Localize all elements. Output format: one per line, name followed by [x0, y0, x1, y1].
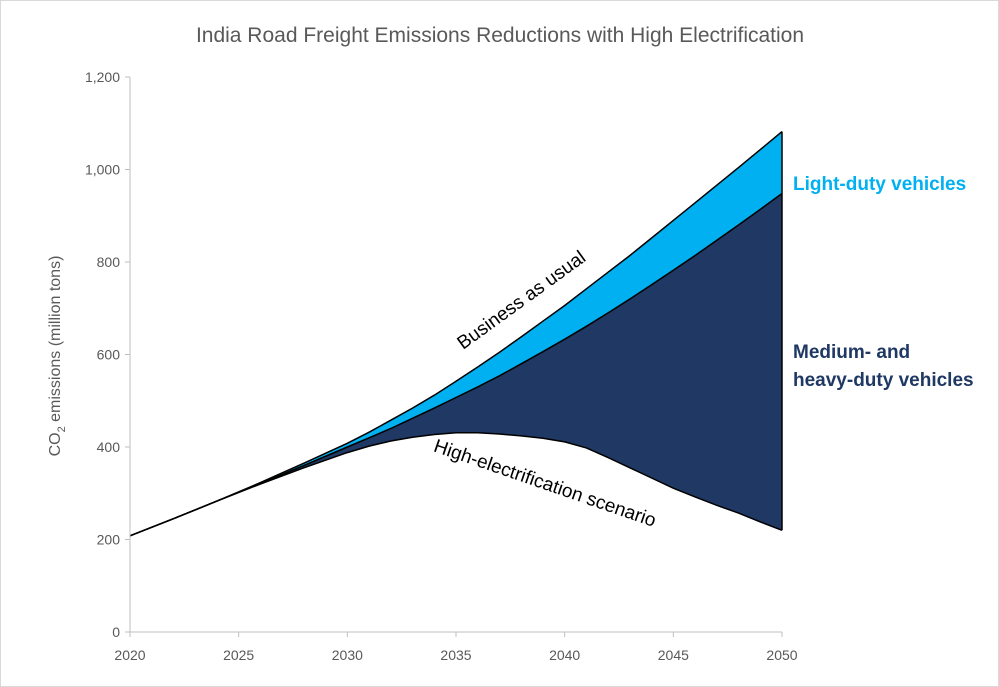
high-electrification-line: [129, 431, 783, 537]
x-tick-label: 2030: [332, 647, 363, 663]
y-tick-label: 800: [97, 254, 121, 270]
x-tick-label: 2035: [440, 647, 471, 663]
y-tick-label: 1,200: [85, 69, 120, 85]
x-tick-label: 2045: [658, 647, 689, 663]
x-tick-label: 2050: [766, 647, 797, 663]
business-as-usual-line: [129, 131, 783, 537]
y-tick-label: 400: [97, 439, 121, 455]
plot-area: [129, 131, 783, 537]
y-tick-label: 1,000: [85, 162, 120, 178]
medium-heavy-duty-area: [130, 193, 782, 536]
y-axis-ticks: 0 200 400 600 800 1,000 1,200: [85, 69, 130, 640]
y-tick-label: 200: [97, 532, 121, 548]
mhdv-label-line2: heavy-duty vehicles: [793, 370, 974, 391]
x-tick-label: 2020: [114, 647, 145, 663]
x-tick-label: 2040: [549, 647, 580, 663]
x-axis-ticks: 2020 2025 2030 2035 2040 2045 2050: [114, 632, 798, 663]
mhdv-top-line: [129, 192, 783, 537]
x-tick-label: 2025: [223, 647, 254, 663]
mhdv-label-line1: Medium- and: [793, 342, 910, 363]
light-duty-label: Light-duty vehicles: [793, 174, 966, 195]
y-axis-title: CO2 emissions (million tons): [47, 256, 68, 457]
chart-title: India Road Freight Emissions Reductions …: [196, 24, 804, 47]
y-tick-label: 0: [112, 624, 120, 640]
y-tick-label: 600: [97, 347, 121, 363]
